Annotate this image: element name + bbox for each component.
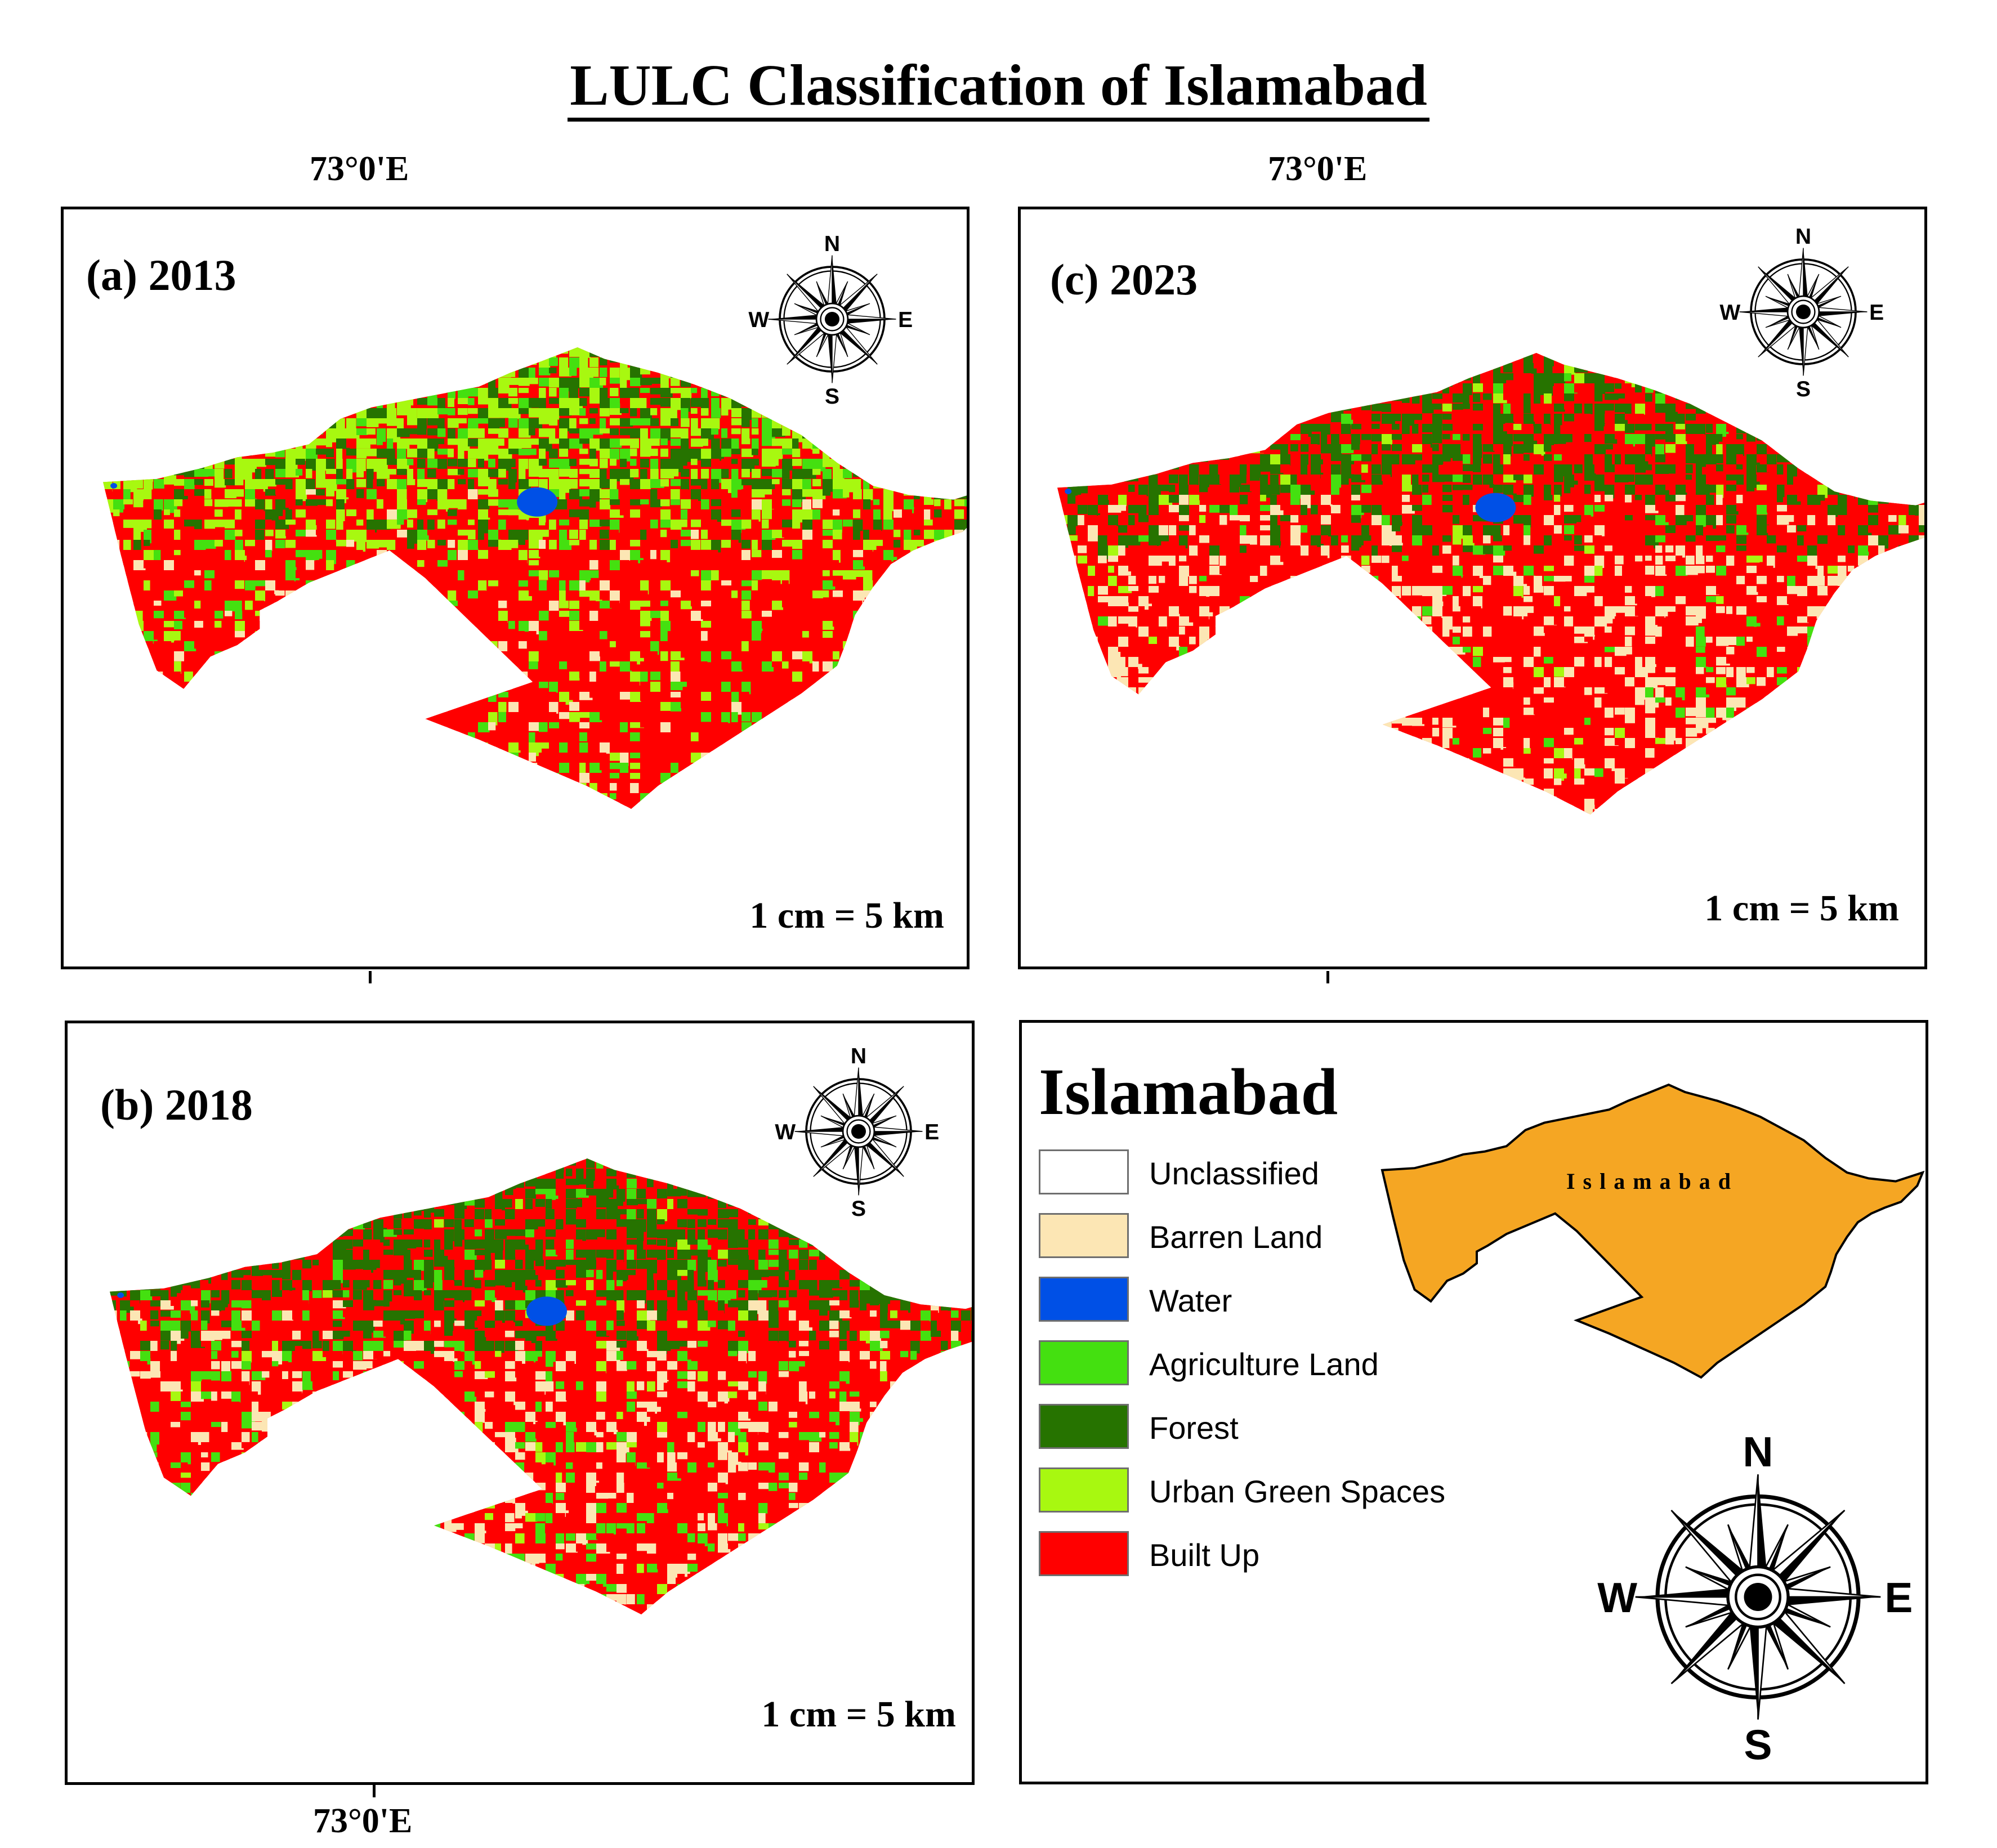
page-title: LULC Classification of Islamabad bbox=[0, 52, 1997, 122]
compass-rose-icon: N S W E bbox=[771, 1036, 946, 1227]
locator-label: Islamabad bbox=[1566, 1169, 1739, 1194]
longitude-tick bbox=[369, 971, 372, 983]
panel-year-label: (a) 2013 bbox=[86, 250, 236, 299]
compass-rose-icon: N S W E bbox=[1716, 216, 1891, 408]
scale-label: 1 cm = 5 km bbox=[749, 895, 944, 936]
compass-south-label: S bbox=[825, 384, 839, 409]
compass-north-label: N bbox=[824, 232, 840, 256]
legend-label: Urban Green Spaces bbox=[1149, 1474, 1446, 1509]
locator-map: Islamabad bbox=[1381, 1083, 1925, 1379]
legend-swatch bbox=[1039, 1213, 1129, 1258]
compass-east-label: E bbox=[1884, 1574, 1913, 1621]
compass-rose-icon: N S W E bbox=[745, 223, 919, 415]
compass-west-label: W bbox=[775, 1120, 796, 1144]
legend-label: Barren Land bbox=[1149, 1219, 1323, 1255]
scale-label: 1 cm = 5 km bbox=[761, 1694, 956, 1735]
legend-label: Built Up bbox=[1149, 1537, 1260, 1573]
legend-swatch bbox=[1039, 1340, 1129, 1385]
compass-north-label: N bbox=[1743, 1428, 1773, 1475]
map-panel-2023: (c) 2023 1 cm = 5 km N S W E bbox=[1018, 207, 1927, 969]
longitude-tick bbox=[1326, 971, 1329, 983]
longitude-label-top-left: 73°0'E bbox=[310, 150, 409, 188]
legend-swatch bbox=[1039, 1467, 1129, 1513]
compass-west-label: W bbox=[748, 308, 769, 332]
legend-panel: Islamabad Unclassified Barren Land Water… bbox=[1019, 1020, 1928, 1784]
compass-west-label: W bbox=[1597, 1574, 1637, 1621]
compass-south-label: S bbox=[1744, 1721, 1772, 1768]
compass-north-label: N bbox=[1795, 225, 1811, 249]
compass-south-label: S bbox=[851, 1197, 866, 1221]
legend-title: Islamabad bbox=[1039, 1055, 1338, 1129]
lulc-map-2013 bbox=[103, 347, 967, 809]
scale-label: 1 cm = 5 km bbox=[1704, 888, 1899, 929]
legend-label: Water bbox=[1149, 1283, 1232, 1318]
compass-east-label: E bbox=[924, 1120, 939, 1144]
lulc-map-2023 bbox=[1057, 353, 1924, 815]
legend-label: Unclassified bbox=[1149, 1156, 1319, 1191]
page-title-text: LULC Classification of Islamabad bbox=[568, 53, 1429, 122]
compass-rose-icon: N S W E bbox=[1591, 1417, 1925, 1777]
legend-label: Forest bbox=[1149, 1410, 1239, 1446]
legend-swatch bbox=[1039, 1277, 1129, 1322]
compass-south-label: S bbox=[1796, 377, 1811, 401]
map-panel-2018: (b) 2018 1 cm = 5 km N S W E bbox=[65, 1021, 975, 1785]
compass-east-label: E bbox=[898, 308, 913, 332]
legend-swatch bbox=[1039, 1404, 1129, 1449]
compass-north-label: N bbox=[851, 1044, 866, 1068]
longitude-tick bbox=[373, 1785, 376, 1797]
panel-year-label: (b) 2018 bbox=[100, 1080, 253, 1129]
legend-swatch bbox=[1039, 1531, 1129, 1576]
longitude-label-top-right: 73°0'E bbox=[1268, 150, 1368, 188]
lulc-map-2018 bbox=[110, 1158, 972, 1614]
longitude-label-bottom: 73°0'E bbox=[313, 1802, 413, 1840]
legend-swatch bbox=[1039, 1149, 1129, 1194]
map-panel-2013: (a) 2013 1 cm = 5 km N S W E bbox=[61, 207, 970, 969]
compass-east-label: E bbox=[1869, 301, 1884, 325]
legend-label: Agriculture Land bbox=[1149, 1346, 1379, 1382]
panel-year-label: (c) 2023 bbox=[1050, 255, 1198, 304]
compass-west-label: W bbox=[1719, 301, 1740, 325]
